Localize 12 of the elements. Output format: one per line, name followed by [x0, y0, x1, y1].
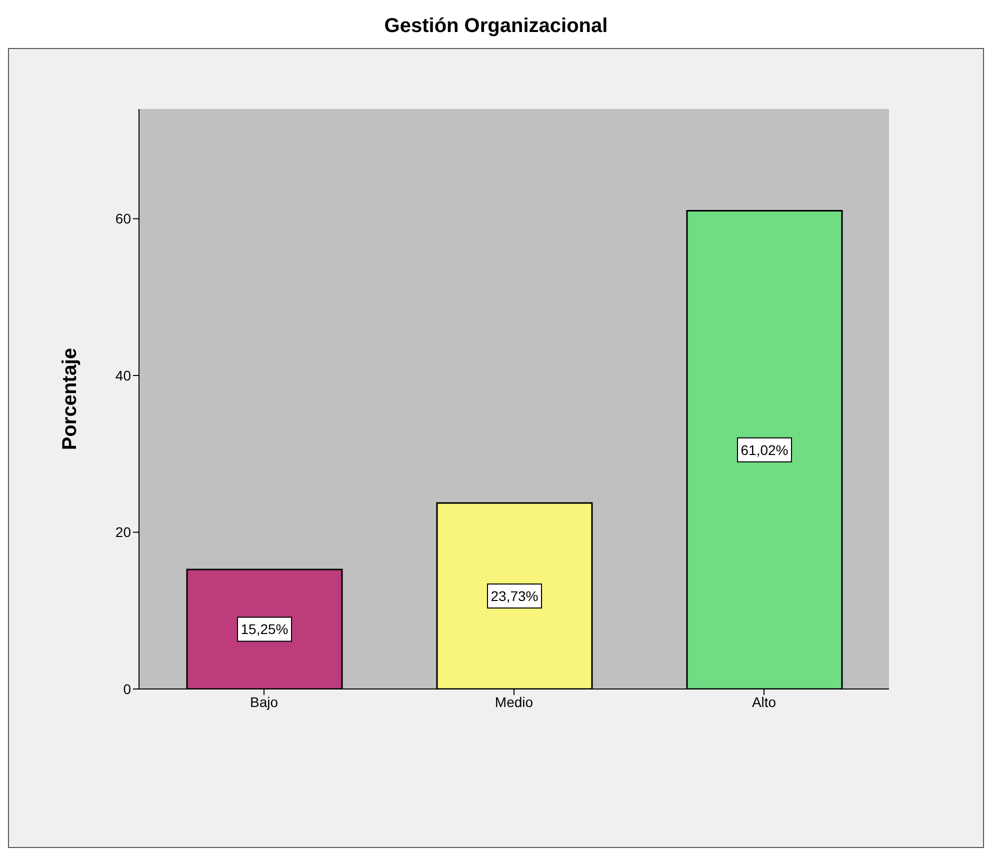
data-label: 15,25% [240, 621, 288, 638]
x-tick-label: Medio [494, 694, 534, 710]
y-axis-title: Porcentaje [59, 348, 82, 450]
data-label: 23,73% [490, 588, 538, 604]
y-tick-label: 0 [123, 680, 132, 697]
data-label: 61,02% [740, 442, 788, 458]
x-tick-label: Bajo [250, 694, 278, 710]
y-tick-label: 20 [115, 524, 132, 540]
chart-title: Gestión Organizacional [383, 14, 609, 39]
y-tick-label: 40 [115, 367, 132, 384]
x-tick-label: Alto [752, 694, 776, 710]
y-tick-label: 60 [115, 210, 132, 227]
